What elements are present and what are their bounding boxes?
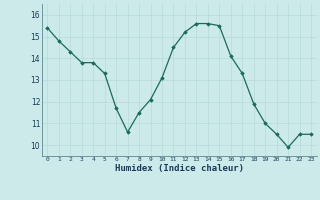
X-axis label: Humidex (Indice chaleur): Humidex (Indice chaleur): [115, 164, 244, 173]
